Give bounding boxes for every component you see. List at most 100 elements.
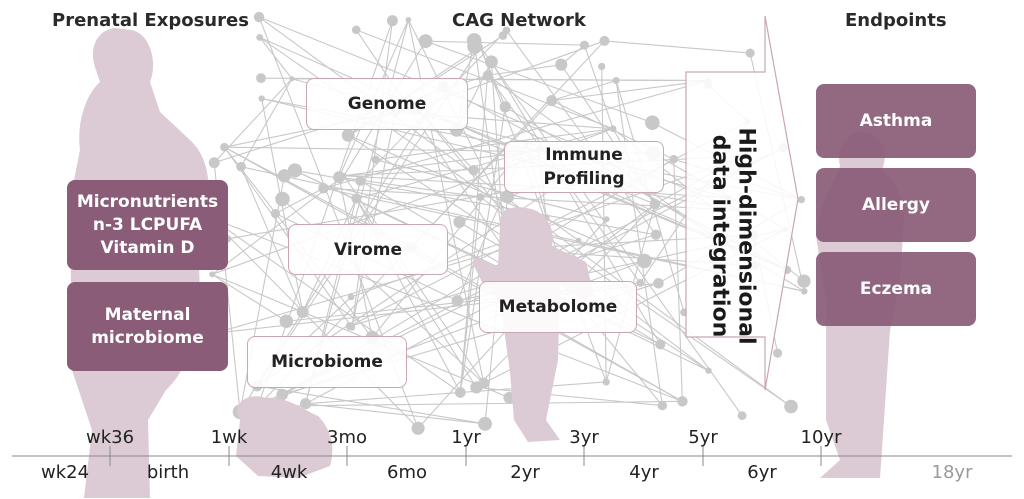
integration-line-1: High-dimensional: [734, 127, 759, 345]
network-node: [645, 115, 660, 130]
micronutrients-label: Micronutrients: [76, 191, 219, 212]
network-edge: [355, 29, 505, 250]
network-node: [499, 101, 511, 113]
network-edge: [323, 187, 741, 211]
network-node: [451, 295, 464, 307]
eczema-label: Eczema: [859, 278, 933, 299]
network-node: [418, 34, 433, 49]
network-node: [500, 190, 515, 204]
tick-5yr: 5yr: [688, 427, 718, 448]
network-edge: [673, 159, 683, 402]
timeline-axis: [12, 446, 1012, 466]
tick-18yr: 18yr: [931, 462, 973, 483]
genome-label: Genome: [347, 94, 427, 114]
network-node: [299, 398, 312, 410]
maternal-label: Maternal: [104, 304, 191, 325]
prenatal-exposures-heading: Prenatal Exposures: [52, 10, 249, 31]
network-edge: [257, 385, 486, 425]
tick-wk36: wk36: [85, 427, 135, 448]
network-edge: [487, 64, 562, 76]
genome-box: Genome: [306, 78, 468, 130]
network-node: [745, 48, 755, 58]
network-edge: [479, 46, 506, 108]
network-node: [341, 128, 355, 142]
network-node: [484, 55, 498, 69]
microbiome-label: microbiome: [91, 327, 204, 348]
network-node: [351, 25, 361, 35]
tick-4wk: 4wk: [270, 462, 308, 483]
network-node: [347, 293, 355, 301]
network-node: [470, 381, 483, 394]
tick-2yr: 2yr: [510, 462, 540, 483]
network-node: [476, 193, 485, 201]
network-edge: [479, 46, 743, 416]
network-node: [655, 339, 666, 350]
network-node: [546, 95, 558, 107]
immune-label: Immune: [545, 145, 623, 165]
network-edge: [224, 146, 683, 402]
network-node: [603, 216, 610, 223]
network-node: [555, 58, 568, 71]
tick-4yr: 4yr: [629, 462, 659, 483]
network-edge: [209, 217, 419, 429]
network-edge: [305, 403, 486, 425]
network-node: [637, 253, 652, 269]
tick-10yr: 10yr: [800, 427, 842, 448]
network-node: [296, 306, 309, 319]
network-node: [468, 164, 479, 176]
network-node: [677, 396, 688, 407]
network-node: [386, 15, 398, 27]
network-node: [279, 314, 294, 329]
network-node: [669, 154, 678, 164]
network-edge: [425, 40, 653, 124]
network-edge: [375, 159, 607, 220]
network-node: [773, 348, 783, 358]
network-edge: [604, 40, 751, 54]
maternal-microbiome-box: Maternal microbiome: [67, 282, 228, 371]
microbiome-network-label: Microbiome: [271, 352, 383, 372]
virome-box: Virome: [288, 224, 448, 275]
network-edge: [211, 273, 287, 322]
micronutrients-box: Micronutrients n-3 LCPUFA Vitamin D: [67, 180, 228, 270]
lcpufa-label: n-3 LCPUFA: [92, 214, 203, 235]
network-node: [341, 173, 347, 179]
vitamin-d-label: Vitamin D: [100, 237, 195, 258]
network-node: [289, 76, 295, 82]
network-edge: [615, 80, 685, 313]
network-node: [371, 155, 380, 164]
tick-birth: birth: [146, 462, 190, 483]
tick-wk24: wk24: [40, 462, 90, 483]
network-edge: [257, 400, 683, 407]
network-node: [209, 271, 216, 278]
network-node: [602, 378, 610, 386]
network-edge: [240, 78, 293, 167]
network-node: [454, 387, 466, 398]
network-node: [275, 191, 290, 207]
network-edge: [551, 79, 617, 102]
metabolome-box: Metabolome: [479, 281, 637, 333]
network-node: [208, 157, 220, 169]
network-edge: [545, 217, 579, 241]
network-edge: [351, 112, 396, 328]
network-node: [797, 195, 806, 204]
network-node: [318, 183, 329, 194]
network-edge: [371, 143, 528, 339]
network-node: [253, 11, 265, 23]
network-node: [256, 73, 266, 84]
network-node: [220, 142, 229, 152]
network-node: [276, 388, 288, 401]
network-node: [784, 399, 798, 414]
immune-profiling-box: Immune Profiling: [504, 141, 664, 193]
network-node: [270, 208, 281, 219]
network-node: [256, 33, 264, 41]
network-node: [797, 274, 811, 288]
network-edge: [259, 37, 293, 80]
network-node: [609, 125, 617, 133]
allergy-box: Allergy: [816, 168, 976, 242]
network-node: [277, 169, 291, 183]
network-edge: [275, 187, 324, 215]
asthma-label: Asthma: [859, 110, 933, 131]
tick-1wk: 1wk: [210, 427, 248, 448]
network-edge: [343, 175, 485, 384]
endpoints-heading: Endpoints: [845, 10, 947, 31]
